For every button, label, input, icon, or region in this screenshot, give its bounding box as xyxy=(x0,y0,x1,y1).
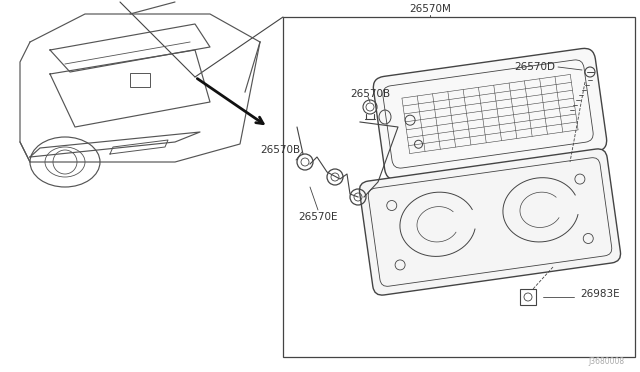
FancyBboxPatch shape xyxy=(368,158,612,286)
Text: 26570B: 26570B xyxy=(350,89,390,99)
Text: 26983E: 26983E xyxy=(580,289,620,299)
FancyBboxPatch shape xyxy=(360,149,621,295)
FancyBboxPatch shape xyxy=(383,60,593,168)
Text: 26570M: 26570M xyxy=(409,4,451,14)
Text: 26570B: 26570B xyxy=(260,145,300,155)
FancyBboxPatch shape xyxy=(373,48,607,180)
Text: J3680008: J3680008 xyxy=(589,357,625,366)
Text: 26570E: 26570E xyxy=(298,212,338,222)
Bar xyxy=(130,73,150,87)
Bar xyxy=(520,289,536,305)
Text: 26570D: 26570D xyxy=(514,62,555,72)
